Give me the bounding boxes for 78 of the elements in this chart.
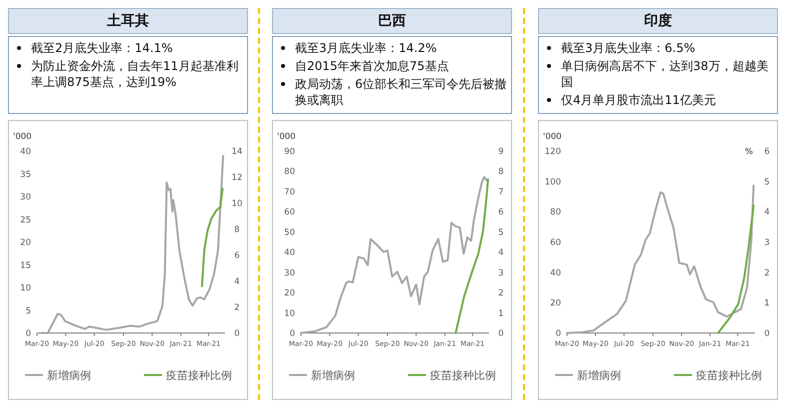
text: 截至3月底失业率：14.2%	[294, 40, 438, 56]
y2-tick-label: 10	[232, 199, 242, 209]
y2-tick-label: 2	[764, 268, 770, 278]
legend-label: 新增病例	[311, 369, 355, 382]
y-tick-label: 20	[550, 298, 561, 309]
y2-tick-label: 0	[764, 329, 770, 339]
y-tick-label: 80	[284, 167, 295, 178]
y2-tick-label: 6	[234, 251, 240, 261]
y2-tick-label: 3	[498, 268, 504, 278]
y2-tick-label: 3	[764, 238, 770, 248]
y-tick-label: 70	[284, 187, 295, 198]
y-tick-label: 40	[284, 248, 295, 258]
y-tick-label: 60	[284, 208, 295, 218]
y2-tick-label: 12	[232, 173, 242, 183]
text: 截至3月底失业率：6.5%	[560, 40, 696, 56]
chart-title: 土耳其	[8, 8, 248, 34]
y-tick-label: 30	[20, 192, 31, 202]
text: 截至2月底失业率：14.1%	[30, 40, 174, 56]
text: 为防止资金外流，自去年11月起基准利率上调875基点，达到19%	[30, 58, 240, 90]
line-series	[454, 178, 490, 334]
y2-tick-label: 0	[498, 329, 504, 339]
y-tick-label: 40	[550, 268, 561, 278]
y-tick-label: 120	[544, 147, 561, 157]
y2-tick-label: 1	[498, 308, 504, 319]
y2-tick-label: 4	[764, 208, 770, 218]
y2-tick-label: 7	[498, 187, 504, 198]
y2-tick-label: 5	[498, 228, 504, 238]
y-tick-label: 90	[284, 147, 295, 157]
line-series	[40, 155, 224, 334]
text: 自2015年来首次加息75基点	[294, 58, 450, 74]
y-tick-label: 0	[290, 329, 295, 339]
text: 仅4月单月股市流出11亿美元	[560, 92, 717, 108]
legend-label: 新增病例	[47, 369, 91, 382]
text: 单日病例高居不下，达到38万，超越美国	[560, 58, 770, 90]
y-tick-label: 15	[20, 260, 31, 271]
y2-axis-title: %	[744, 147, 753, 157]
y-tick-label: 10	[20, 284, 31, 294]
legend-label: 疫苗接种比例	[696, 369, 762, 382]
y-tick-label: 30	[284, 268, 295, 278]
line-series	[717, 204, 755, 334]
y-axis-title: '000	[277, 132, 296, 142]
line-series	[200, 188, 224, 288]
y-tick-label: 0	[556, 329, 561, 339]
y-tick-label: 25	[20, 215, 31, 226]
y2-tick-label: 8	[498, 167, 504, 178]
y-tick-label: 0	[26, 329, 31, 339]
chart-title: 印度	[538, 8, 778, 34]
y2-tick-label: 8	[234, 225, 240, 235]
y-tick-label: 20	[284, 288, 295, 299]
y-axis-title: '000	[13, 132, 32, 142]
legend-label: 新增病例	[577, 369, 621, 382]
y2-tick-label: 0	[234, 329, 240, 339]
y-axis-title: '000	[543, 132, 562, 142]
y-tick-label: 40	[20, 147, 31, 157]
y-tick-label: 10	[284, 308, 295, 319]
y2-tick-label: 6	[764, 147, 770, 157]
y2-tick-label: 1	[764, 298, 770, 309]
y2-tick-label: 2	[498, 288, 504, 299]
y2-tick-label: 4	[498, 248, 504, 258]
text: 政局动荡，6位部长和三军司令先后被撤换或离职	[294, 76, 507, 108]
y2-tick-label: 4	[234, 277, 240, 287]
y-tick-label: 35	[20, 170, 31, 180]
chart-title: 巴西	[272, 8, 512, 34]
y-tick-label: 5	[26, 306, 31, 316]
y2-tick-label: 6	[498, 208, 504, 218]
y2-tick-label: 5	[764, 177, 770, 188]
legend-label: 疫苗接种比例	[430, 369, 496, 382]
y-tick-label: 20	[20, 238, 31, 248]
line-series	[300, 176, 490, 334]
y-tick-label: 60	[550, 238, 561, 248]
y-tick-label: 80	[550, 208, 561, 218]
y2-tick-label: 14	[232, 147, 242, 157]
legend-label: 疫苗接种比例	[166, 369, 232, 382]
y-tick-label: 100	[544, 177, 561, 188]
y-tick-label: 50	[284, 228, 295, 238]
line-series	[566, 184, 755, 334]
y2-tick-label: 9	[498, 147, 504, 157]
y2-tick-label: 2	[234, 303, 240, 313]
